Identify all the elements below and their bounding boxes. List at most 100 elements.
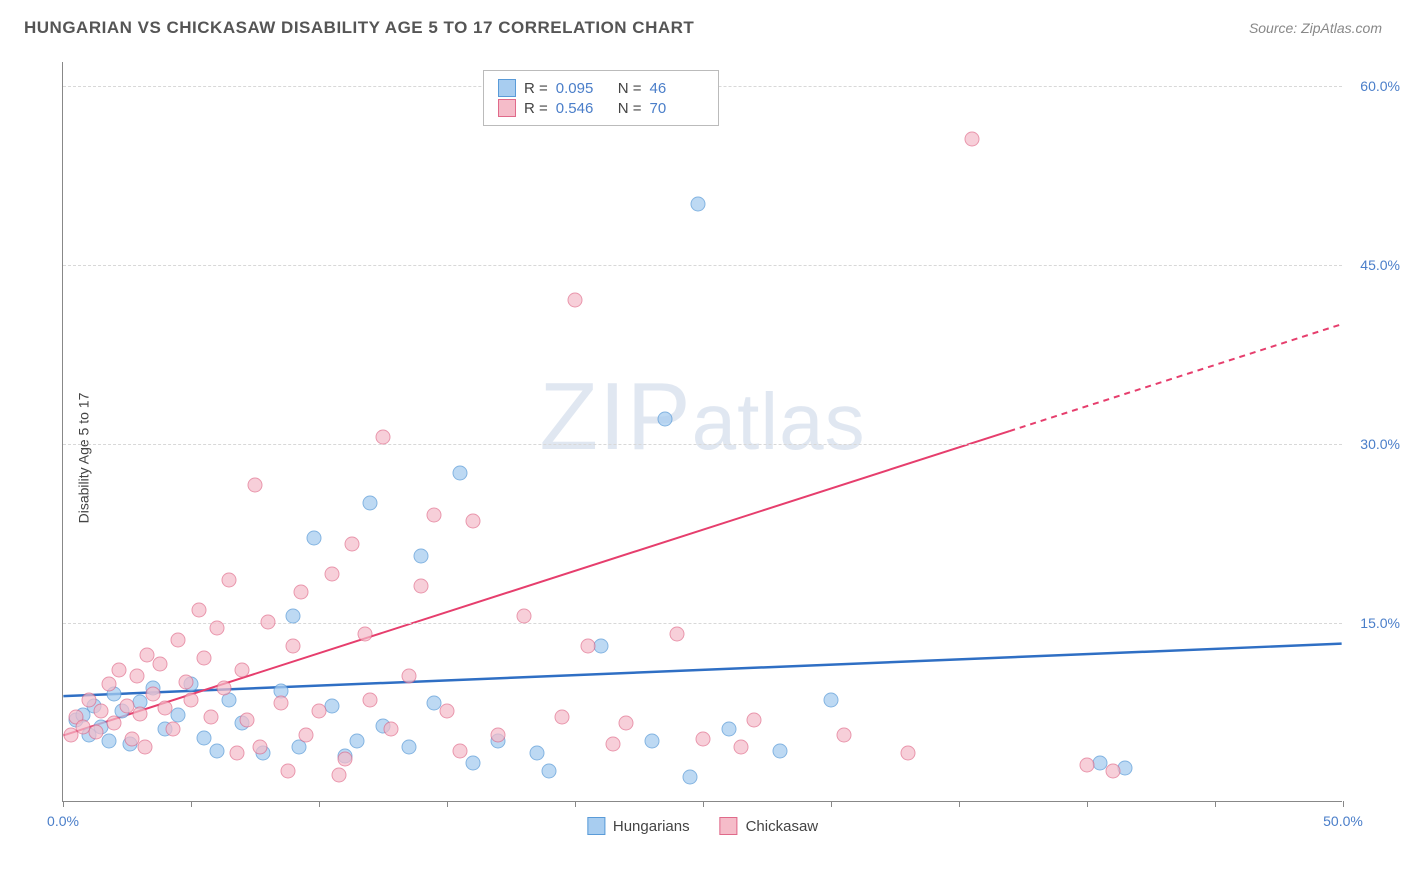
plot-area: ZIPatlas R =0.095N =46R =0.546N =70 Hung… <box>62 62 1342 802</box>
r-value: 0.546 <box>556 100 610 117</box>
x-tick <box>1087 801 1088 807</box>
data-point <box>568 292 583 307</box>
data-point <box>196 730 211 745</box>
data-point <box>286 638 301 653</box>
watermark: ZIPatlas <box>539 362 865 472</box>
legend-item: Chickasaw <box>720 817 819 835</box>
chart-title: HUNGARIAN VS CHICKASAW DISABILITY AGE 5 … <box>24 18 694 38</box>
data-point <box>606 736 621 751</box>
data-point <box>191 603 206 618</box>
data-point <box>286 609 301 624</box>
data-point <box>1105 764 1120 779</box>
data-point <box>619 716 634 731</box>
data-point <box>332 767 347 782</box>
trendlines-layer <box>63 62 1342 801</box>
data-point <box>542 764 557 779</box>
series-legend: Hungarians Chickasaw <box>587 817 818 835</box>
x-tick-label: 0.0% <box>47 813 79 829</box>
data-point <box>427 507 442 522</box>
data-point <box>376 429 391 444</box>
gridline <box>63 444 1342 445</box>
data-point <box>414 579 429 594</box>
data-point <box>350 734 365 749</box>
data-point <box>281 764 296 779</box>
data-point <box>137 740 152 755</box>
data-point <box>401 740 416 755</box>
source-attribution: Source: ZipAtlas.com <box>1249 20 1382 36</box>
data-point <box>696 731 711 746</box>
legend-swatch <box>720 817 738 835</box>
n-label: N = <box>618 100 642 117</box>
y-tick-label: 30.0% <box>1360 436 1400 452</box>
data-point <box>683 770 698 785</box>
data-point <box>171 632 186 647</box>
data-point <box>132 706 147 721</box>
stats-row: R = 0.095 N = 46 <box>498 79 704 97</box>
x-tick-label: 50.0% <box>1323 813 1363 829</box>
data-point <box>217 680 232 695</box>
data-point <box>260 614 275 629</box>
r-label: R = <box>524 100 548 117</box>
stats-legend-box: R = 0.095 N = 46 R = 0.546 N = 70 <box>483 70 719 126</box>
data-point <box>670 626 685 641</box>
x-tick <box>319 801 320 807</box>
x-tick <box>191 801 192 807</box>
data-point <box>345 537 360 552</box>
data-point <box>294 585 309 600</box>
data-point <box>312 704 327 719</box>
data-point <box>130 668 145 683</box>
legend-swatch <box>587 817 605 835</box>
gridline <box>63 265 1342 266</box>
data-point <box>593 638 608 653</box>
data-point <box>112 662 127 677</box>
data-point <box>209 743 224 758</box>
data-point <box>747 712 762 727</box>
data-point <box>153 656 168 671</box>
data-point <box>166 722 181 737</box>
r-label: R = <box>524 80 548 97</box>
data-point <box>580 638 595 653</box>
data-point <box>158 700 173 715</box>
data-point <box>184 692 199 707</box>
stats-row: R = 0.546 N = 70 <box>498 99 704 117</box>
data-point <box>657 412 672 427</box>
data-point <box>107 716 122 731</box>
y-tick-label: 45.0% <box>1360 257 1400 273</box>
data-point <box>363 692 378 707</box>
legend-label: Chickasaw <box>746 818 819 835</box>
data-point <box>690 197 705 212</box>
data-point <box>465 755 480 770</box>
n-value: 46 <box>650 80 704 97</box>
data-point <box>1080 758 1095 773</box>
data-point <box>94 704 109 719</box>
x-tick <box>831 801 832 807</box>
series-swatch <box>498 99 516 117</box>
data-point <box>89 724 104 739</box>
legend-item: Hungarians <box>587 817 690 835</box>
data-point <box>324 698 339 713</box>
n-label: N = <box>618 80 642 97</box>
legend-label: Hungarians <box>613 818 690 835</box>
data-point <box>734 740 749 755</box>
data-point <box>324 567 339 582</box>
data-point <box>248 477 263 492</box>
data-point <box>555 710 570 725</box>
x-tick <box>63 801 64 807</box>
series-swatch <box>498 79 516 97</box>
x-tick <box>1215 801 1216 807</box>
data-point <box>452 465 467 480</box>
n-value: 70 <box>650 100 704 117</box>
r-value: 0.095 <box>556 80 610 97</box>
chart-container: Disability Age 5 to 17 ZIPatlas R =0.095… <box>24 54 1382 862</box>
data-point <box>171 708 186 723</box>
x-tick <box>959 801 960 807</box>
data-point <box>414 549 429 564</box>
data-point <box>1118 760 1133 775</box>
data-point <box>516 609 531 624</box>
data-point <box>235 662 250 677</box>
y-tick-label: 15.0% <box>1360 615 1400 631</box>
data-point <box>900 746 915 761</box>
data-point <box>230 746 245 761</box>
data-point <box>306 531 321 546</box>
data-point <box>401 668 416 683</box>
